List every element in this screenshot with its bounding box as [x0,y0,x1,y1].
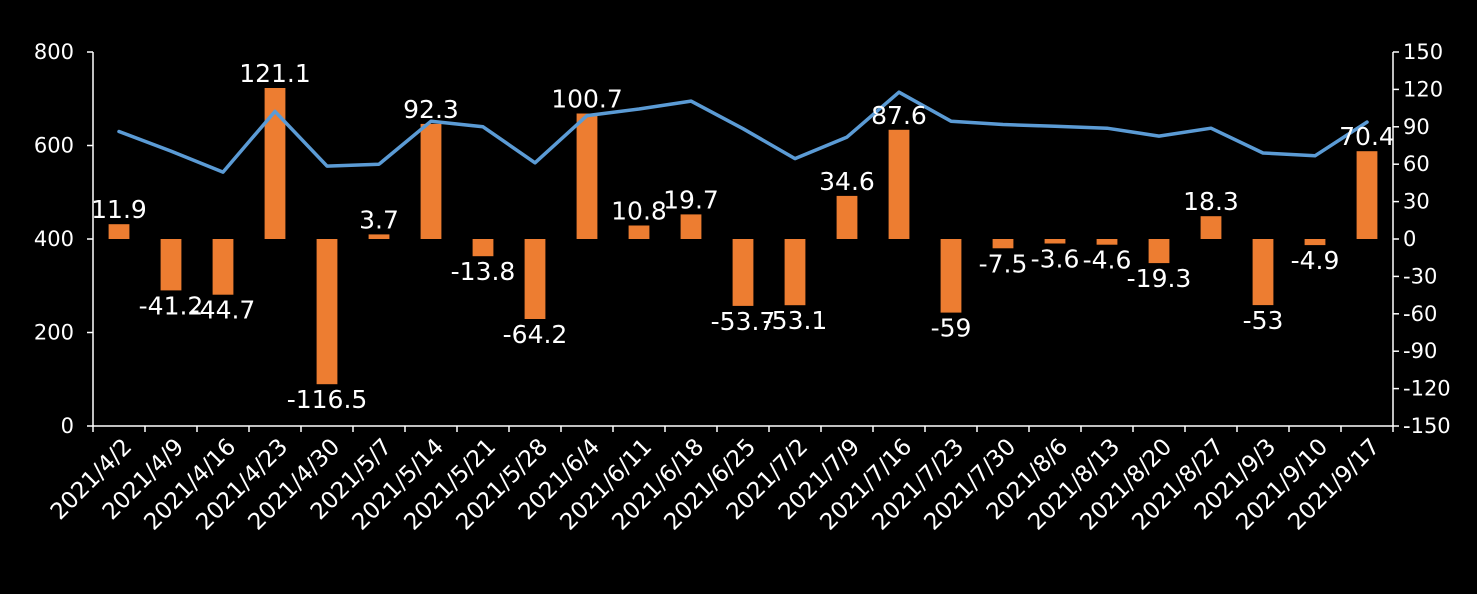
right-tick-label: 0 [1403,227,1416,251]
right-tick-label: 120 [1403,77,1443,101]
data-label-2021/6/11: 10.8 [611,197,667,226]
left-tick-label: 800 [34,40,74,64]
data-label-2021/8/20: -19.3 [1127,264,1192,293]
bar-2021/6/4 [576,113,598,239]
bar-2021/5/28 [524,239,546,319]
data-label-2021/7/9: 34.6 [819,167,875,196]
right-tick-label: 90 [1403,115,1430,139]
right-tick-label: -60 [1403,302,1437,326]
left-tick-label: 600 [34,134,74,158]
data-label-2021/9/17: 70.4 [1339,122,1395,151]
bar-2021/8/13 [1096,239,1118,245]
bar-2021/6/11 [628,225,650,239]
right-tick-label: -30 [1403,264,1437,288]
right-tick-label: 30 [1403,190,1430,214]
data-label-2021/6/4: 100.7 [551,85,623,114]
bar-2021/7/9 [836,195,858,239]
data-label-2021/8/6: -3.6 [1031,245,1080,274]
bar-2021/6/18 [680,214,702,239]
data-label-2021/9/3: -53 [1243,306,1284,335]
data-label-2021/4/23: 121.1 [239,59,311,88]
left-tick-label: 0 [61,414,74,438]
right-tick-label: 60 [1403,152,1430,176]
bar-2021/5/21 [472,239,494,257]
data-label-2021/8/27: 18.3 [1183,187,1239,216]
bar-2021/7/30 [992,239,1014,249]
bar-2021/5/7 [368,234,390,239]
data-label-2021/4/9: -41.2 [139,291,204,320]
right-tick-label: -150 [1403,414,1451,438]
data-label-2021/7/30: -7.5 [979,249,1028,278]
bar-2021/4/30 [316,239,338,385]
data-label-2021/5/14: 92.3 [403,95,459,124]
bar-2021/9/3 [1252,239,1274,306]
right-tick-label: 150 [1403,40,1443,64]
right-tick-label: -120 [1403,377,1451,401]
data-label-2021/5/21: -13.8 [451,257,516,286]
data-label-2021/4/16: -44.7 [191,296,256,325]
bar-2021/5/14 [420,123,442,239]
data-label-2021/4/2: 11.9 [91,195,147,224]
data-label-2021/7/16: 87.6 [871,101,927,130]
bar-2021/8/6 [1044,239,1066,244]
data-label-2021/6/18: 19.7 [663,185,719,214]
bar-2021/6/25 [732,239,754,306]
data-label-2021/4/30: -116.5 [287,385,368,414]
left-tick-label: 200 [34,321,74,345]
bar-2021/7/2 [784,239,806,306]
bar-2021/7/23 [940,239,962,313]
bar-2021/9/17 [1356,151,1378,239]
data-label-2021/7/23: -59 [931,314,972,343]
right-tick-label: -90 [1403,339,1437,363]
data-label-2021/6/25: -53.7 [711,307,776,336]
data-label-2021/7/2: -53.1 [763,306,828,335]
bar-2021/9/10 [1304,239,1326,246]
left-tick-label: 400 [34,227,74,251]
bar-2021/4/9 [160,239,182,291]
line-series [117,90,1369,174]
bar-2021/8/27 [1200,216,1222,239]
data-label-2021/9/10: -4.9 [1291,246,1340,275]
bar-2021/8/20 [1148,239,1170,264]
bar-2021/7/16 [888,129,910,239]
bar-2021/4/2 [108,224,130,239]
bar-2021/4/23 [264,88,286,239]
data-label-2021/8/13: -4.6 [1083,246,1132,275]
bar-2021/4/16 [212,239,234,295]
data-label-2021/5/7: 3.7 [359,205,399,234]
data-label-2021/5/28: -64.2 [503,320,568,349]
